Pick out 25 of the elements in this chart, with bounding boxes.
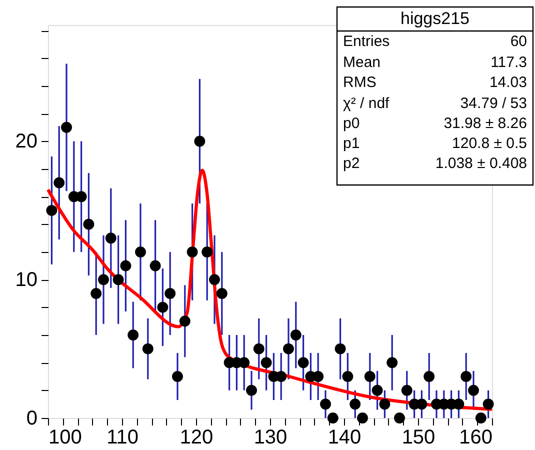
annotation: 34.79 / 53 [460, 95, 527, 112]
y-tick-label: 10 [15, 269, 38, 292]
annotation: χ² / ndf [343, 95, 390, 112]
annotation: p1 [343, 135, 360, 152]
annotation: Mean [343, 54, 381, 71]
annotation: 120.8 ± 0.5 [452, 135, 527, 152]
y-tick-label: 20 [15, 130, 38, 153]
annotation: 14.03 [489, 74, 527, 91]
annotation: RMS [343, 74, 376, 91]
annotation: p0 [343, 115, 360, 132]
annotation: 31.98 ± 8.26 [444, 115, 527, 132]
x-tick-label: 160 [459, 426, 492, 448]
y-tick-label: 0 [26, 408, 38, 430]
annotation: p2 [343, 155, 360, 172]
text: 60 [510, 33, 527, 50]
x-tick-label: 120 [180, 426, 214, 448]
annotation: higgs215 [400, 9, 470, 28]
annotation: 117.3 [490, 54, 527, 71]
x-tick-label: 130 [254, 426, 288, 448]
x-tick-label: 110 [106, 426, 138, 448]
x-tick-label: 100 [48, 426, 82, 448]
x-tick-label: 150 [402, 426, 436, 448]
annotation: Entries [343, 33, 390, 50]
x-tick-label: 140 [328, 426, 362, 448]
annotation: 1.038 ± 0.408 [435, 155, 527, 172]
